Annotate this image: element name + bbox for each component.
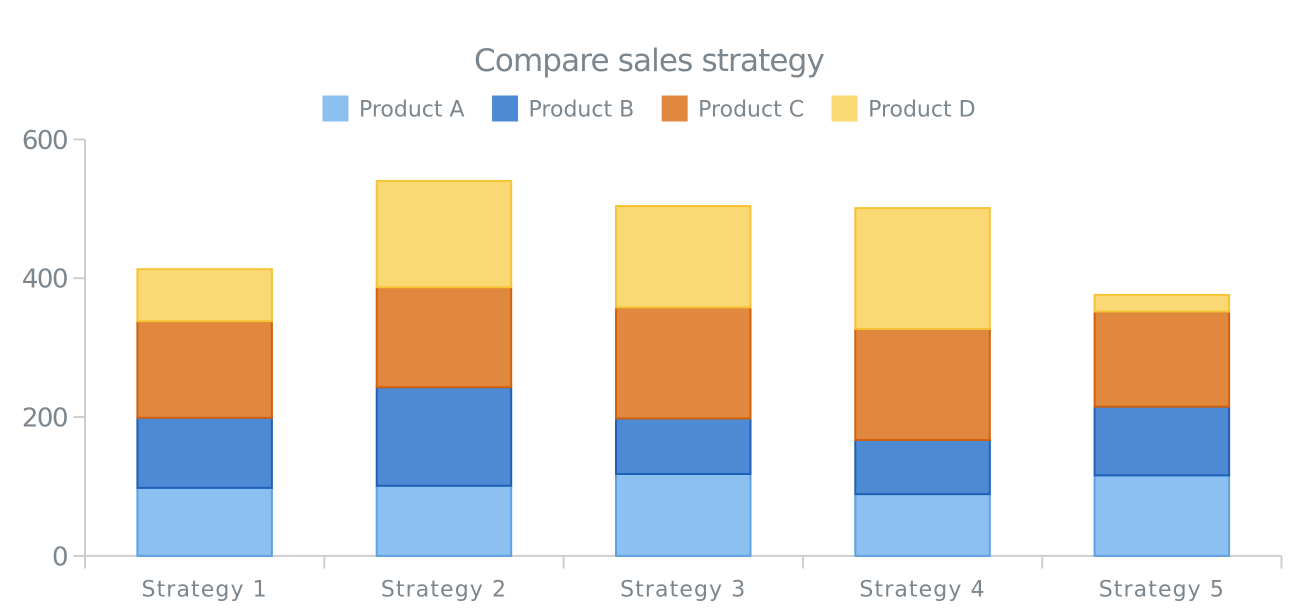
legend-swatch-product-b-icon <box>492 95 519 122</box>
bar-segment-strategy-2-product-b[interactable] <box>375 386 513 487</box>
legend: Product A Product B Product C Product D <box>322 95 976 123</box>
legend-swatch-product-a-icon <box>322 95 349 122</box>
bar-segment-strategy-4-product-d[interactable] <box>854 207 991 330</box>
y-axis-label: 400 <box>22 265 67 295</box>
legend-label-product-b: Product B <box>529 98 635 123</box>
bar-segment-strategy-2-product-d[interactable] <box>375 180 513 289</box>
x-axis-label: Strategy 4 <box>859 578 985 603</box>
bar-segment-strategy-4-product-a[interactable] <box>854 493 991 557</box>
y-axis-label: 200 <box>22 404 67 434</box>
x-axis-label: Strategy 1 <box>142 578 268 603</box>
bar-segment-strategy-2-product-c[interactable] <box>375 286 513 389</box>
legend-item-product-c[interactable]: Product C <box>661 95 804 123</box>
bar-segment-strategy-4-product-c[interactable] <box>854 327 991 441</box>
bar-segment-strategy-5-product-c[interactable] <box>1093 310 1231 408</box>
y-axis-label: 0 <box>52 542 67 572</box>
legend-item-product-b[interactable]: Product B <box>492 95 635 123</box>
bar-segment-strategy-4-product-b[interactable] <box>854 438 991 496</box>
legend-item-product-a[interactable]: Product A <box>322 95 465 123</box>
legend-item-product-d[interactable]: Product D <box>831 95 976 123</box>
bar-segment-strategy-2-product-a[interactable] <box>375 484 513 557</box>
bar-segment-strategy-3-product-d[interactable] <box>615 205 752 309</box>
bar-segment-strategy-5-product-d[interactable] <box>1093 293 1231 313</box>
bars <box>136 180 1231 557</box>
bar-segment-strategy-3-product-a[interactable] <box>615 472 752 557</box>
y-axis-label: 600 <box>22 126 67 156</box>
bar-segment-strategy-1-product-a[interactable] <box>136 486 273 557</box>
bar-segment-strategy-1-product-c[interactable] <box>136 320 273 419</box>
x-axis-label: Strategy 5 <box>1099 578 1225 603</box>
x-axis-label: Strategy 3 <box>620 578 746 603</box>
bar-segment-strategy-1-product-b[interactable] <box>136 416 273 489</box>
legend-swatch-product-d-icon <box>831 95 858 122</box>
bar-segment-strategy-3-product-c[interactable] <box>615 306 752 420</box>
legend-swatch-product-c-icon <box>661 95 688 122</box>
legend-label-product-c: Product C <box>698 98 804 123</box>
bar-segment-strategy-5-product-a[interactable] <box>1093 474 1231 557</box>
bar-segment-strategy-1-product-d[interactable] <box>136 268 273 323</box>
bar-segment-strategy-3-product-b[interactable] <box>615 417 752 475</box>
legend-label-product-a: Product A <box>359 98 465 123</box>
x-axis-label: Strategy 2 <box>381 578 507 603</box>
chart-title: Compare sales strategy <box>474 43 824 79</box>
bar-segment-strategy-5-product-b[interactable] <box>1093 405 1231 477</box>
legend-label-product-d: Product D <box>868 98 975 123</box>
